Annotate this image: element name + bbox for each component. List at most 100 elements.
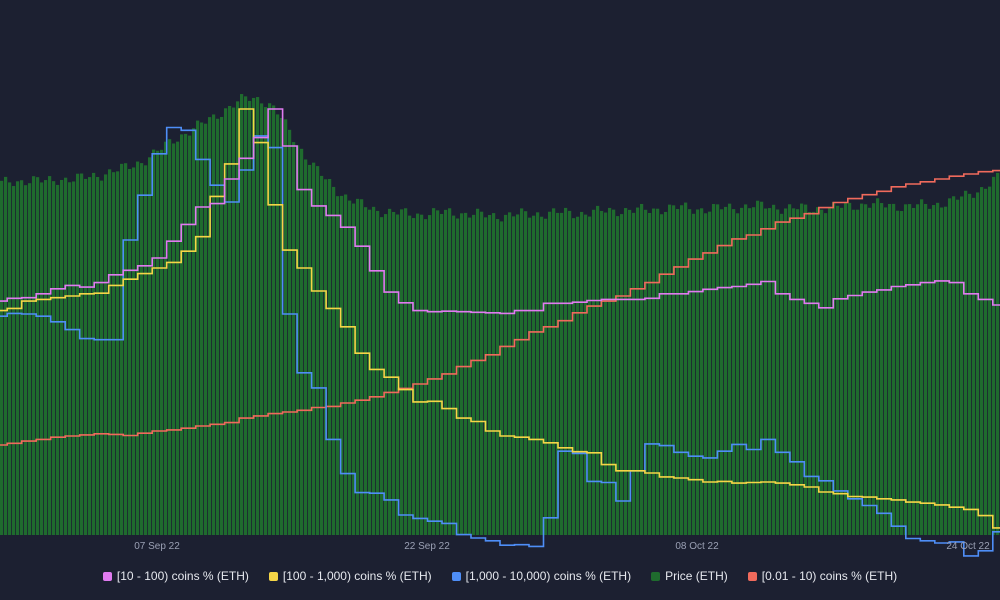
price-bar [364, 207, 368, 535]
legend-item-1000-10000[interactable]: [1,000 - 10,000) coins % (ETH) [451, 569, 631, 583]
price-bar [100, 180, 104, 535]
price-bar [248, 100, 252, 536]
price-bar [508, 212, 512, 536]
legend-swatch [651, 571, 661, 581]
price-bar [968, 193, 972, 535]
price-bar [908, 204, 912, 535]
price-bar [964, 190, 968, 535]
legend-label: [100 - 1,000) coins % (ETH) [282, 569, 432, 583]
price-bar [460, 213, 464, 535]
price-bar [344, 194, 348, 536]
price-bar [388, 208, 392, 535]
price-bar [88, 177, 92, 535]
price-bar [488, 214, 492, 536]
price-bar [516, 214, 520, 535]
legend-item-price[interactable]: Price (ETH) [651, 569, 728, 583]
series-lines [0, 108, 1000, 557]
price-bar [104, 174, 108, 536]
price-bar [996, 172, 1000, 535]
price-bar [660, 214, 664, 535]
price-bar [392, 211, 396, 535]
price-bar [632, 212, 636, 535]
series-line-0 [0, 108, 1000, 315]
x-tick-label: 22 Sep 22 [404, 541, 450, 552]
legend-item-0-01-10[interactable]: [0.01 - 10) coins % (ETH) [747, 569, 897, 583]
price-bar [152, 149, 156, 535]
price-bar [636, 207, 640, 536]
price-bar [824, 213, 828, 535]
legend-swatch [102, 571, 112, 581]
price-bar [920, 199, 924, 535]
price-bar [444, 209, 448, 536]
price-bar [60, 179, 64, 536]
x-axis: 07 Sep 22 22 Sep 22 08 Oct 22 24 Oct 22 [134, 541, 990, 552]
price-bar [424, 219, 428, 535]
price-bar [480, 211, 484, 535]
price-bar [724, 206, 728, 536]
price-bar [748, 208, 752, 536]
price-bar [356, 198, 360, 535]
price-bar [532, 215, 536, 535]
price-bar [644, 209, 648, 536]
price-bar [128, 168, 132, 535]
price-bar [808, 212, 812, 535]
price-bar [192, 128, 196, 536]
price-bar [656, 208, 660, 535]
price-bar [436, 210, 440, 536]
price-bar [456, 218, 460, 535]
price-bar [608, 207, 612, 536]
price-bar [628, 209, 632, 535]
x-tick-label: 08 Oct 22 [675, 541, 719, 552]
price-bar [236, 101, 240, 536]
price-bar [764, 208, 768, 535]
price-bar [528, 217, 532, 535]
price-bar [940, 207, 944, 536]
price-bar [976, 192, 980, 535]
price-bar [880, 203, 884, 536]
price-bar [36, 177, 40, 535]
price-bar [624, 208, 628, 536]
price-bar [496, 219, 500, 536]
price-bar [828, 207, 832, 535]
price-bar [672, 205, 676, 535]
price-bar [376, 210, 380, 535]
price-bar [284, 119, 288, 535]
price-bar [268, 103, 272, 536]
price-bar [56, 184, 60, 536]
price-bar [888, 203, 892, 535]
price-bar [308, 164, 312, 535]
price-bar [652, 208, 656, 535]
price-bar [896, 210, 900, 535]
price-bar [420, 214, 424, 535]
price-bar [384, 214, 388, 535]
price-bars [0, 94, 1000, 536]
price-bar [820, 209, 824, 536]
price-bar [188, 135, 192, 535]
price-bar [160, 149, 164, 535]
price-bar [28, 183, 32, 535]
price-bar [844, 202, 848, 535]
price-bar [492, 213, 496, 535]
legend-item-10-100[interactable]: [10 - 100) coins % (ETH) [102, 569, 249, 583]
price-bar [132, 167, 136, 535]
legend-item-100-1000[interactable]: [100 - 1,000) coins % (ETH) [268, 569, 432, 583]
price-bar [520, 208, 524, 535]
price-bar [16, 181, 20, 536]
price-bar [216, 118, 220, 536]
series-line-2 [0, 126, 1000, 557]
price-bar [900, 211, 904, 535]
price-bar [108, 169, 112, 535]
price-bar [260, 103, 264, 536]
price-bar [548, 211, 552, 536]
price-bar [0, 180, 4, 535]
price-bar [92, 172, 96, 535]
x-tick-label: 07 Sep 22 [134, 541, 180, 552]
price-bar [776, 209, 780, 536]
price-bar [504, 214, 508, 535]
legend-swatch [747, 571, 757, 581]
legend-label: [10 - 100) coins % (ETH) [116, 569, 249, 583]
price-bar [648, 212, 652, 536]
price-bar [668, 204, 672, 535]
price-bar [664, 211, 668, 535]
price-bar [76, 173, 80, 535]
